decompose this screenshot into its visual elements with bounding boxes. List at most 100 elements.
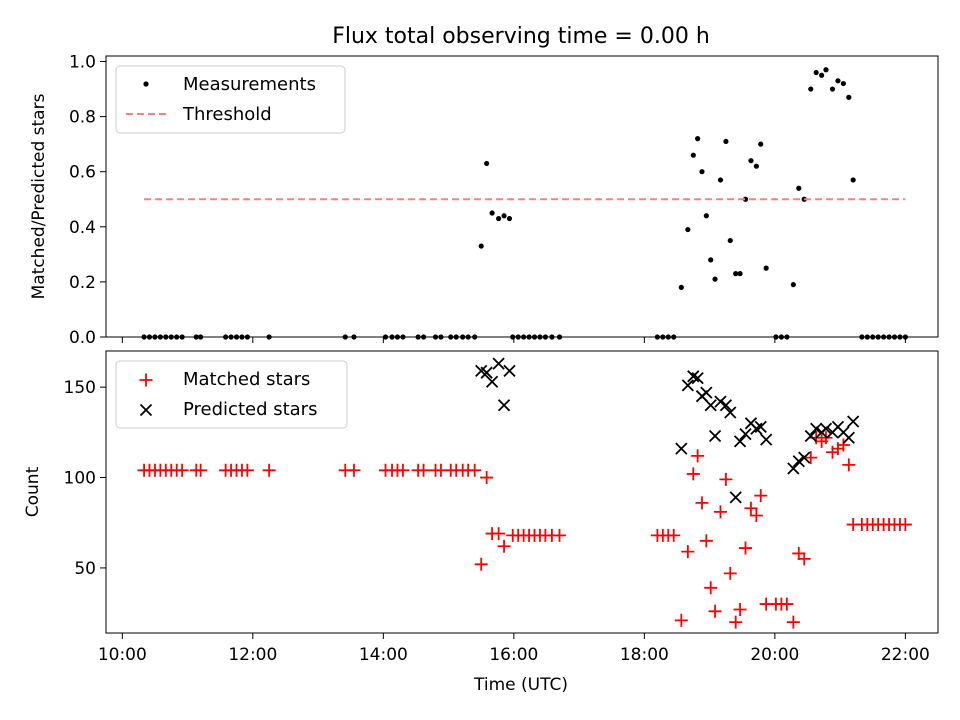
measurements-point	[496, 215, 502, 222]
predicted-stars-point	[497, 399, 511, 412]
predicted-stars-point	[714, 395, 727, 408]
x-tick-label: 22:00	[881, 645, 930, 665]
predicted-stars-point	[733, 435, 747, 448]
matched-stars-point	[492, 527, 506, 541]
predicted-stars-point	[704, 399, 717, 412]
measurements-point	[472, 334, 478, 340]
measurements-point	[712, 276, 718, 282]
measurements-point	[660, 334, 666, 340]
measurements-point	[351, 334, 357, 340]
top-y-tick-label: 0.4	[69, 218, 96, 238]
x-tick-label: 12:00	[228, 645, 277, 665]
matched-stars-point	[468, 463, 482, 477]
measurements-point	[813, 69, 819, 76]
legend-marker-matched-stars	[139, 373, 153, 387]
matched-stars-point	[347, 463, 361, 477]
measurements-point	[870, 334, 876, 340]
x-tick-label: 18:00	[620, 645, 669, 665]
matched-stars-point	[719, 472, 733, 486]
measurements-point	[699, 169, 705, 175]
chart-title: Flux total observing time = 0.00 h	[332, 24, 710, 49]
measurements-point	[146, 334, 153, 340]
x-axis-label: Time (UTC)	[473, 675, 568, 695]
measurements-point	[521, 334, 527, 340]
predicted-stars-point	[691, 371, 704, 385]
measurements-point	[515, 334, 521, 340]
measurements-point	[556, 334, 563, 340]
matched-stars-point	[240, 463, 254, 477]
matched-stars-point	[708, 604, 722, 618]
matched-stars-point	[723, 566, 737, 580]
predicted-stars-point	[503, 364, 516, 378]
matched-stars-point	[733, 603, 747, 616]
matched-stars-point	[699, 534, 713, 548]
measurements-point	[678, 284, 684, 291]
matched-stars-point	[754, 489, 768, 503]
measurements-point	[790, 282, 796, 288]
measurements-point	[448, 334, 454, 340]
measurements-point	[223, 334, 229, 340]
measurements-point	[465, 334, 471, 340]
measurements-point	[881, 334, 887, 340]
matched-stars-point	[898, 518, 912, 532]
measurements-point	[864, 334, 870, 340]
measurements-point	[897, 334, 903, 340]
measurements-point	[420, 334, 427, 340]
measurements-point	[537, 334, 543, 340]
x-tick-label: 16:00	[489, 645, 538, 665]
measurements-point	[703, 213, 709, 219]
matched-stars-point	[175, 463, 189, 477]
measurements-point	[266, 334, 272, 340]
matched-stars-point	[836, 438, 850, 452]
measurements-point	[174, 334, 180, 340]
measurements-point	[157, 334, 163, 340]
measurements-point	[708, 257, 714, 263]
measurements-point	[228, 334, 234, 340]
measurements-point	[886, 334, 892, 340]
measurements-point	[389, 334, 395, 340]
top-plot-area	[141, 67, 908, 340]
measurements-point	[891, 334, 898, 340]
measurements-point	[727, 237, 733, 244]
predicted-stars-point	[729, 491, 742, 504]
measurements-point	[193, 334, 199, 340]
measurements-point	[239, 334, 245, 340]
measurements-point	[542, 334, 548, 340]
predicted-stars-point	[847, 415, 860, 428]
top-y-axis: 0.0 0.2 0.4 0.6 0.8 1.0	[69, 53, 106, 348]
matched-stars-point	[553, 528, 567, 542]
measurements-point	[233, 334, 240, 340]
measurements-point	[549, 334, 555, 340]
predicted-stars-point	[792, 455, 805, 468]
measurements-point	[737, 271, 743, 277]
measurements-point	[244, 334, 250, 340]
predicted-stars-point	[492, 357, 505, 370]
predicted-stars-point	[798, 451, 811, 464]
matched-stars-point	[396, 463, 410, 477]
bottom-legend-box	[115, 360, 348, 429]
matched-stars-point	[474, 557, 488, 571]
measurements-point	[758, 141, 764, 147]
measurements-point	[526, 334, 532, 340]
predicted-stars-point	[787, 462, 800, 475]
measurements-point	[753, 163, 759, 169]
measurements-point	[823, 67, 829, 73]
legend-label-predicted-stars: Predicted stars	[183, 399, 317, 420]
measurements-point	[415, 334, 421, 340]
predicted-stars-point	[681, 379, 694, 392]
measurements-point	[748, 158, 754, 164]
measurements-point	[489, 210, 495, 216]
bot-y-tick-label: 150	[64, 378, 96, 398]
top-y-tick-label: 0.8	[69, 108, 96, 128]
predicted-stars-point	[819, 422, 833, 435]
measurements-point	[152, 334, 158, 340]
predicted-stars-point	[754, 420, 767, 434]
top-y-tick-label: 0.2	[69, 273, 96, 293]
matched-stars-point	[262, 463, 276, 477]
top-y-axis-label: Matched/Predicted stars	[29, 93, 49, 299]
bottom-y-axis: 50 100 150	[64, 378, 106, 579]
measurements-point	[531, 334, 538, 340]
matched-stars-point	[497, 539, 511, 553]
matched-stars-point	[786, 615, 800, 629]
measurements-point	[778, 334, 784, 340]
